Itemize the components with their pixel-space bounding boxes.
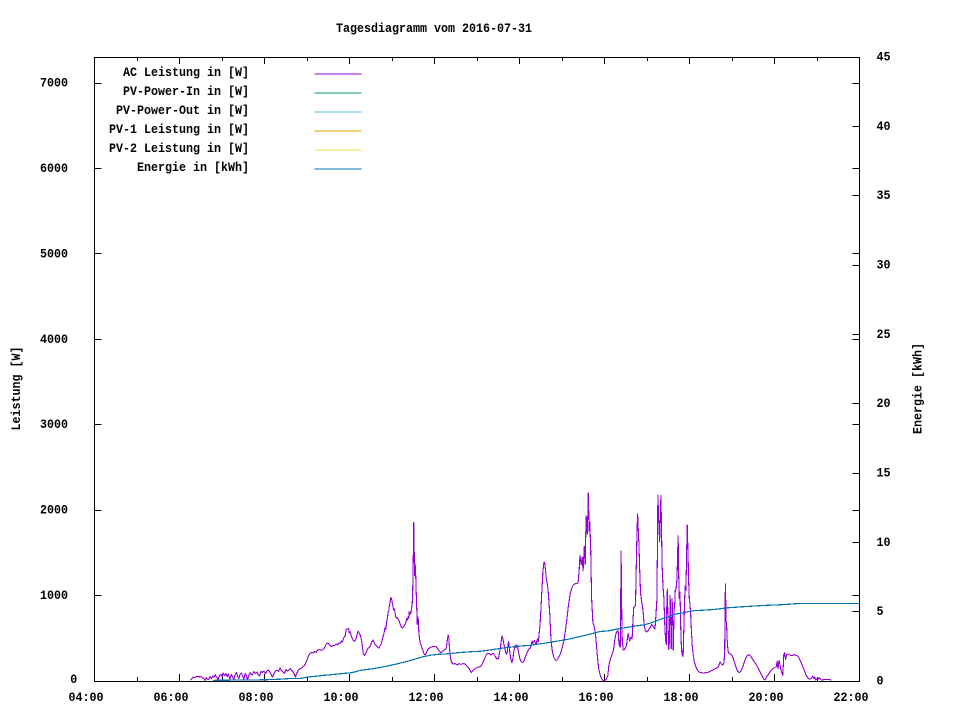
svg-text:25: 25 [877, 327, 891, 342]
svg-text:20: 20 [877, 396, 891, 411]
svg-text:7000: 7000 [40, 76, 68, 91]
svg-text:3000: 3000 [40, 417, 68, 432]
svg-text:18:00: 18:00 [664, 690, 699, 705]
svg-text:0: 0 [877, 674, 884, 689]
svg-text:30: 30 [877, 258, 891, 273]
svg-text:4000: 4000 [40, 332, 68, 347]
svg-text:40: 40 [877, 119, 891, 134]
svg-text:04:00: 04:00 [69, 690, 104, 705]
svg-text:5: 5 [877, 604, 884, 619]
svg-text:6000: 6000 [40, 161, 68, 176]
svg-text:14:00: 14:00 [494, 690, 529, 705]
svg-text:16:00: 16:00 [579, 690, 614, 705]
svg-text:12:00: 12:00 [409, 690, 444, 705]
svg-text:22:00: 22:00 [834, 690, 869, 705]
svg-text:10: 10 [877, 535, 891, 550]
svg-text:PV-2 Leistung in [W]: PV-2 Leistung in [W] [109, 141, 249, 156]
svg-text:Leistung [W]: Leistung [W] [9, 347, 24, 431]
svg-text:20:00: 20:00 [749, 690, 784, 705]
svg-text:10:00: 10:00 [324, 690, 359, 705]
svg-text:Energie [kWh]: Energie [kWh] [911, 343, 926, 434]
svg-text:06:00: 06:00 [154, 690, 189, 705]
svg-text:0: 0 [70, 672, 77, 687]
svg-text:1000: 1000 [40, 588, 68, 603]
svg-text:35: 35 [877, 188, 891, 203]
svg-text:5000: 5000 [40, 246, 68, 261]
svg-text:2000: 2000 [40, 503, 68, 518]
svg-text:Tagesdiagramm vom 2016-07-31: Tagesdiagramm vom 2016-07-31 [336, 21, 532, 36]
svg-text:45: 45 [877, 50, 891, 65]
svg-text:PV-Power-In in [W]: PV-Power-In in [W] [123, 84, 249, 99]
svg-text:08:00: 08:00 [239, 690, 274, 705]
svg-text:PV-1 Leistung in [W]: PV-1 Leistung in [W] [109, 122, 249, 137]
svg-text:15: 15 [877, 466, 891, 481]
svg-text:Energie in [kWh]: Energie in [kWh] [137, 160, 249, 175]
svg-text:PV-Power-Out in [W]: PV-Power-Out in [W] [116, 103, 249, 118]
svg-text:AC Leistung in [W]: AC Leistung in [W] [123, 65, 249, 80]
